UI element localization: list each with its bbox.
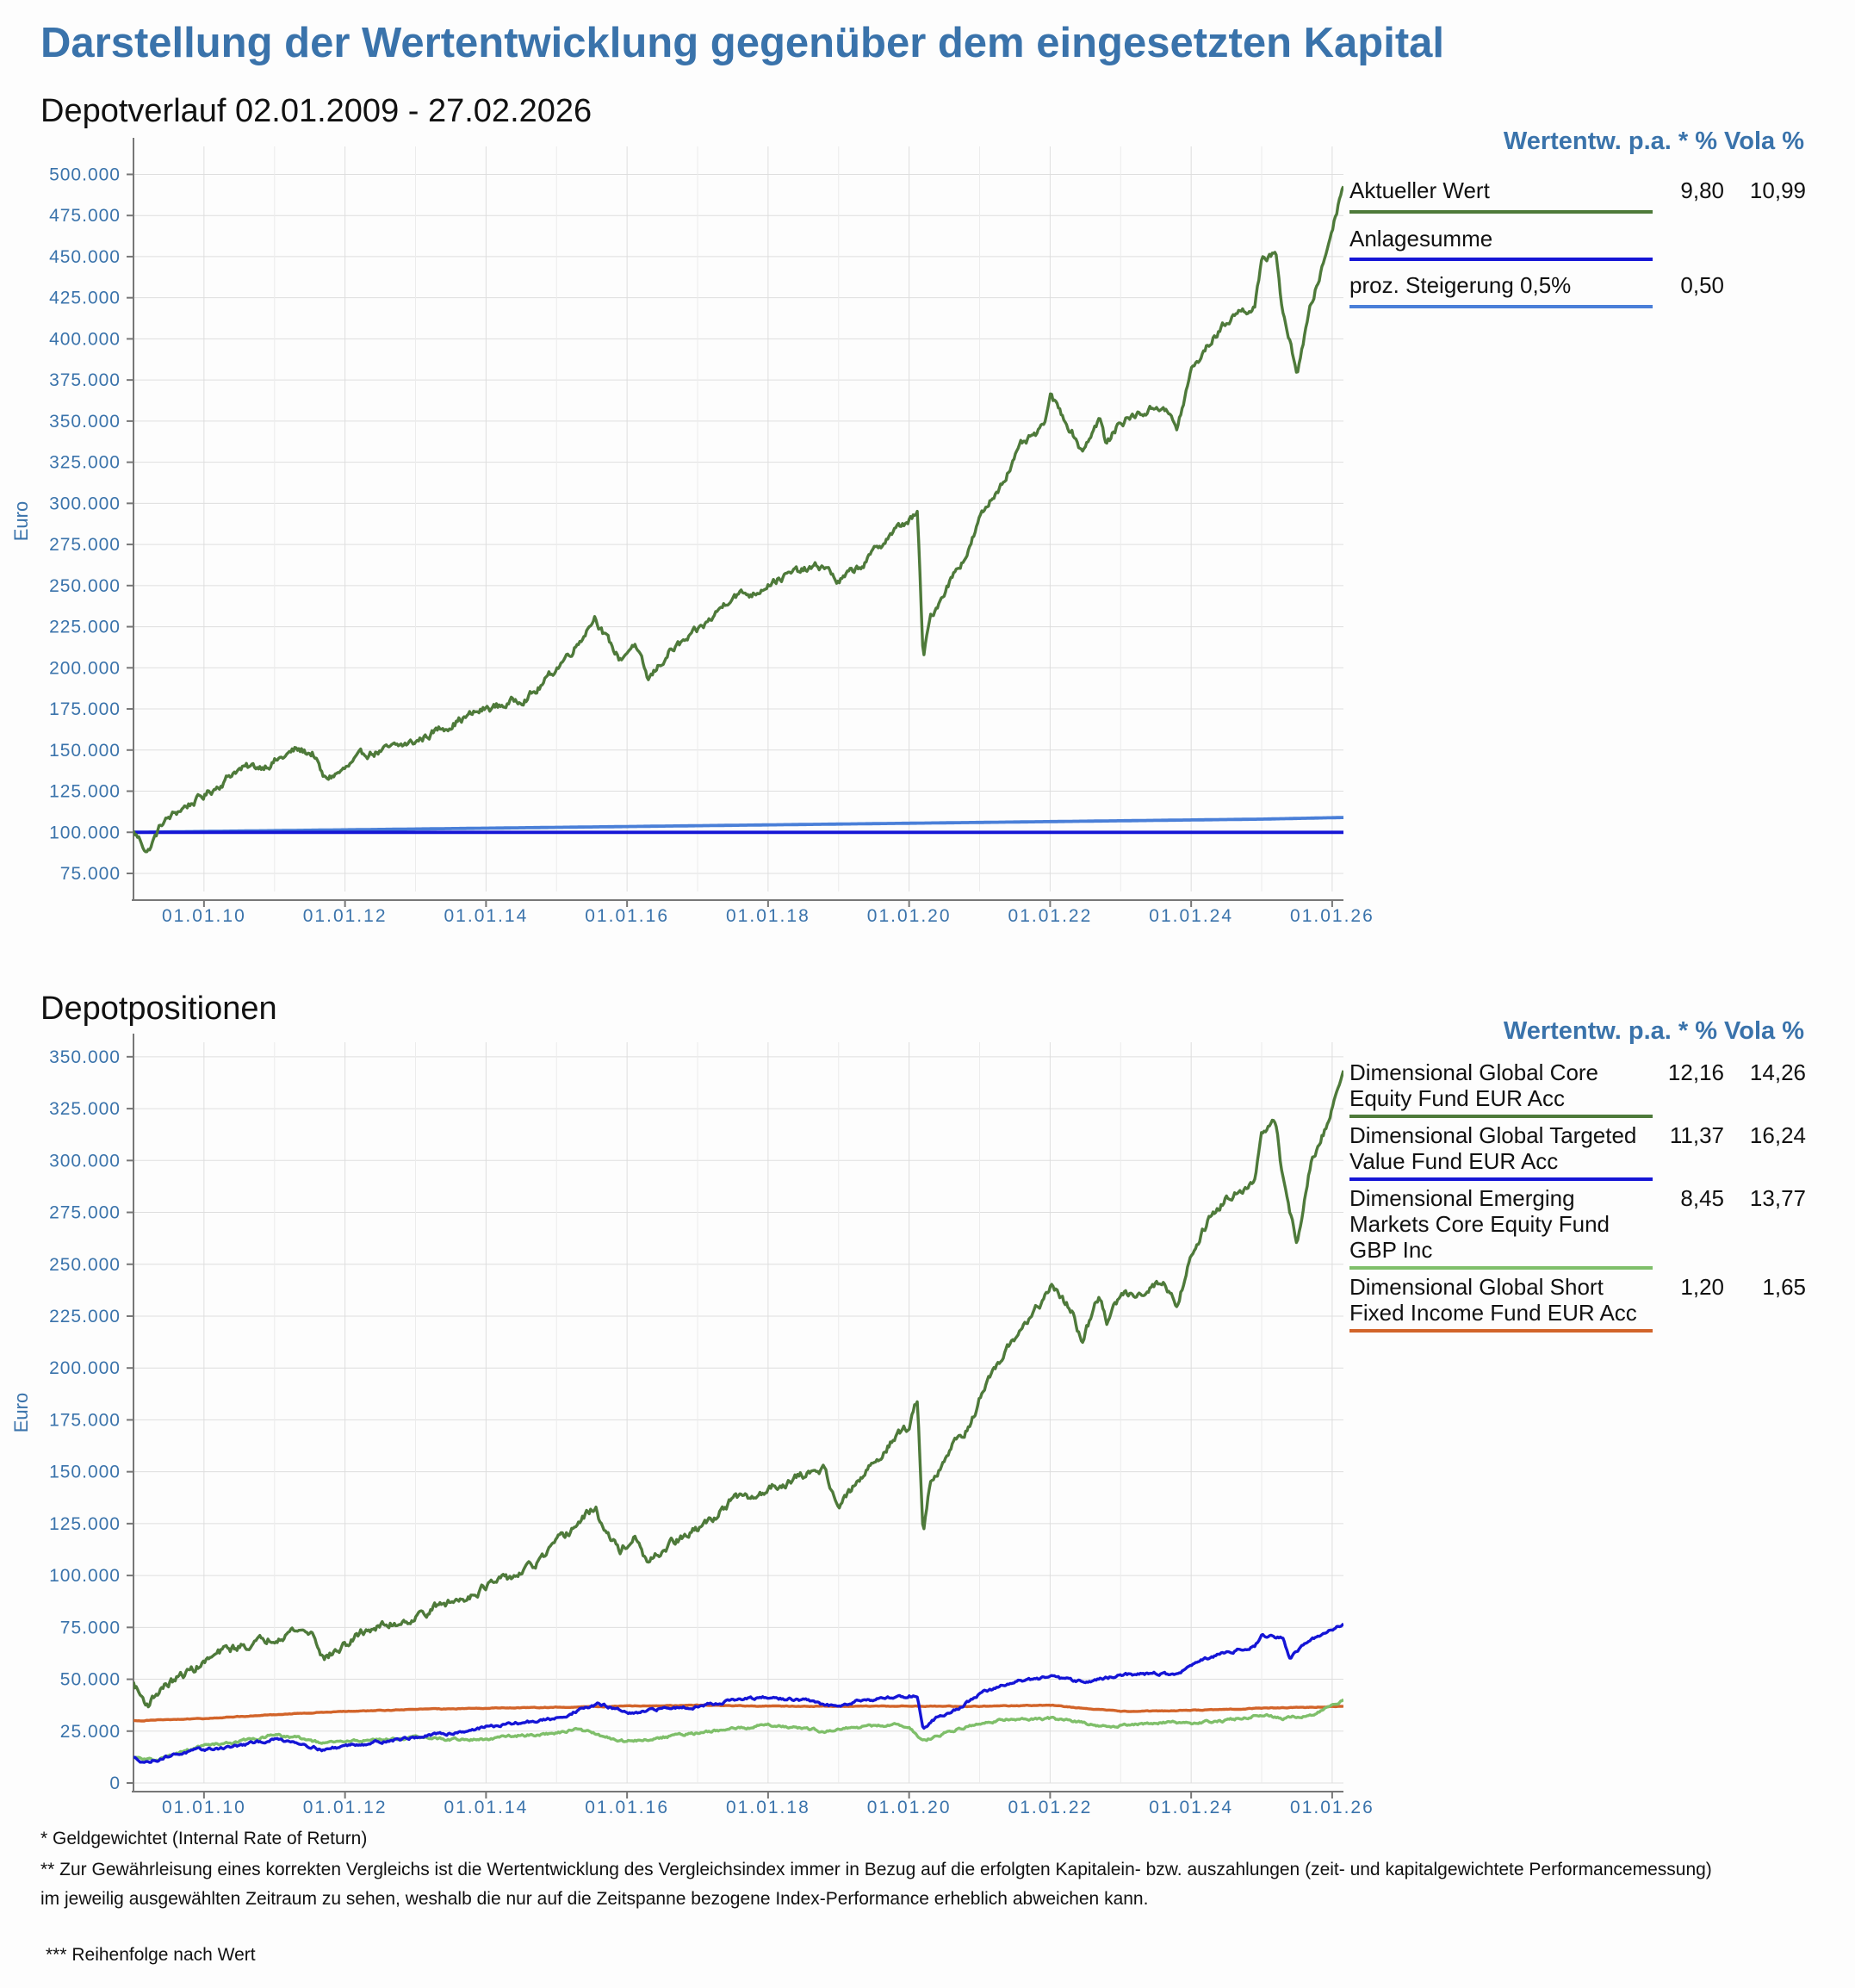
y-tick-label: 225.000 xyxy=(49,618,121,637)
x-tick-label: 01.01.14 xyxy=(444,1798,529,1817)
y-tick-label: 350.000 xyxy=(49,412,121,432)
legend-label: Aktueller Wert xyxy=(1349,177,1490,203)
y-tick-label: 175.000 xyxy=(49,1410,121,1430)
x-tick-label: 01.01.12 xyxy=(303,1798,388,1817)
y-tick-label: 150.000 xyxy=(49,741,121,761)
x-tick-label: 01.01.16 xyxy=(585,1798,669,1817)
legend-swatch xyxy=(1349,258,1653,261)
gridlines xyxy=(133,1042,1343,1784)
x-tick-label: 01.01.18 xyxy=(726,1798,810,1817)
page-title: Darstellung der Wertentwicklung gegenübe… xyxy=(40,20,1445,66)
y-tick-label: 50.000 xyxy=(60,1670,121,1690)
y-tick-label: 275.000 xyxy=(49,535,121,555)
series-line-3 xyxy=(133,816,1343,835)
legend-volatility: 14,26 xyxy=(1749,1059,1806,1085)
y-tick-label: 300.000 xyxy=(49,1151,121,1171)
legend-label: Anlagesumme xyxy=(1349,226,1493,252)
y-tick-label: 200.000 xyxy=(49,1358,121,1378)
y-tick-label: 275.000 xyxy=(49,1203,121,1223)
legend-volatility: 1,65 xyxy=(1762,1274,1806,1300)
x-tick-label: 01.01.22 xyxy=(1008,906,1093,926)
series-line-1 xyxy=(133,1070,1343,1709)
legend-label: Dimensional Global Short Fixed Income Fu… xyxy=(1349,1274,1637,1326)
x-tick-label: 01.01.26 xyxy=(1290,1798,1374,1817)
y-tick-label: 75.000 xyxy=(60,864,121,884)
y-tick-label: 125.000 xyxy=(49,782,121,802)
gridlines xyxy=(133,146,1343,891)
chart2-legend-header: Wertentw. p.a. * % Vola % xyxy=(1503,1017,1804,1045)
y-tick-label: 25.000 xyxy=(60,1722,121,1742)
legend-volatility: 13,77 xyxy=(1749,1185,1806,1211)
y-tick-label: 250.000 xyxy=(49,1255,121,1275)
x-tick-label: 01.01.10 xyxy=(162,1798,246,1817)
legend-return: 11,37 xyxy=(1669,1122,1724,1148)
legend-label: Dimensional Global Targeted Value Fund E… xyxy=(1349,1122,1637,1174)
y-tick-label: 350.000 xyxy=(49,1047,121,1067)
y-axis-label: Euro xyxy=(10,501,32,541)
legend-label: Dimensional Global Core Equity Fund EUR … xyxy=(1349,1059,1599,1111)
depotverlauf-chart: 75.000 100.000 125.000 150.000 175.000 200.00… xyxy=(10,138,1374,926)
x-tick-label: 01.01.22 xyxy=(1008,1798,1093,1817)
x-tick-label: 01.01.26 xyxy=(1290,906,1374,926)
x-tick-label: 01.01.12 xyxy=(303,906,388,926)
y-tick-label: 325.000 xyxy=(49,453,121,473)
x-tick-label: 01.01.20 xyxy=(867,906,952,926)
y-tick-label: 475.000 xyxy=(49,206,121,226)
x-tick-label: 01.01.18 xyxy=(726,906,810,926)
y-tick-label: 500.000 xyxy=(49,165,121,184)
legend-volatility: 10,99 xyxy=(1749,177,1806,203)
chart1-legend-header: Wertentw. p.a. * % Vola % xyxy=(1503,127,1804,155)
legend-volatility: 16,24 xyxy=(1749,1122,1806,1148)
series-line-3 xyxy=(133,1698,1343,1762)
x-tick-label: 01.01.24 xyxy=(1149,906,1233,926)
legend-label: proz. Steigerung 0,5% xyxy=(1349,272,1572,298)
y-tick-label: 250.000 xyxy=(49,576,121,596)
y-tick-label: 100.000 xyxy=(49,823,121,842)
x-tick-label: 01.01.10 xyxy=(162,906,246,926)
y-tick-label: 175.000 xyxy=(49,699,121,719)
y-tick-label: 225.000 xyxy=(49,1307,121,1326)
y-axis-label: Euro xyxy=(10,1393,32,1432)
legend-swatch xyxy=(1349,305,1653,308)
x-tick-label: 01.01.14 xyxy=(444,906,529,926)
y-tick-label: 150.000 xyxy=(49,1463,121,1482)
y-tick-label: 400.000 xyxy=(49,329,121,349)
legend-return: 8,45 xyxy=(1680,1185,1724,1211)
y-tick-label: 450.000 xyxy=(49,247,121,267)
series-line-4 xyxy=(133,1703,1343,1723)
legend-return: 12,16 xyxy=(1667,1059,1724,1085)
depotpositionen-chart: 0 25.000 50.000 75.000 100.000 125.000 150.000… xyxy=(10,1034,1373,1817)
x-tick-label: 01.01.20 xyxy=(867,1798,952,1817)
y-tick-label: 75.000 xyxy=(60,1618,121,1637)
legend-label: Dimensional Emerging Markets Core Equity… xyxy=(1349,1185,1610,1263)
legend-swatch xyxy=(1349,1115,1653,1118)
series-line-2 xyxy=(133,1622,1343,1764)
legend-swatch xyxy=(1349,1329,1653,1333)
x-tick-label: 01.01.24 xyxy=(1149,1798,1233,1817)
legend-return: 9,80 xyxy=(1680,177,1724,203)
legend-return: 1,20 xyxy=(1680,1274,1724,1300)
y-tick-label: 325.000 xyxy=(49,1099,121,1119)
y-tick-label: 0 xyxy=(109,1774,121,1793)
legend-return: 0,50 xyxy=(1680,272,1724,298)
chart2-title: Depotpositionen xyxy=(40,991,277,1027)
y-tick-label: 100.000 xyxy=(49,1566,121,1586)
footnote-irr: * Geldgewichtet (Internal Rate of Return… xyxy=(40,1829,368,1848)
legend-swatch xyxy=(1349,1177,1653,1181)
y-tick-label: 375.000 xyxy=(49,370,121,390)
y-tick-label: 125.000 xyxy=(49,1514,121,1534)
y-tick-label: 425.000 xyxy=(49,289,121,308)
y-tick-label: 200.000 xyxy=(49,658,121,678)
chart1-title: Depotverlauf 02.01.2009 - 27.02.2026 xyxy=(40,93,592,129)
legend-swatch xyxy=(1349,210,1653,214)
footnote-comparison: ** Zur Gewährleisung eines korrekten Ver… xyxy=(40,1860,1712,1909)
x-tick-label: 01.01.16 xyxy=(585,906,669,926)
y-tick-label: 300.000 xyxy=(49,494,121,513)
legend-swatch xyxy=(1349,1266,1653,1270)
series-line-1 xyxy=(133,185,1343,854)
footnote-order: *** Reihenfolge nach Wert xyxy=(46,1945,256,1965)
